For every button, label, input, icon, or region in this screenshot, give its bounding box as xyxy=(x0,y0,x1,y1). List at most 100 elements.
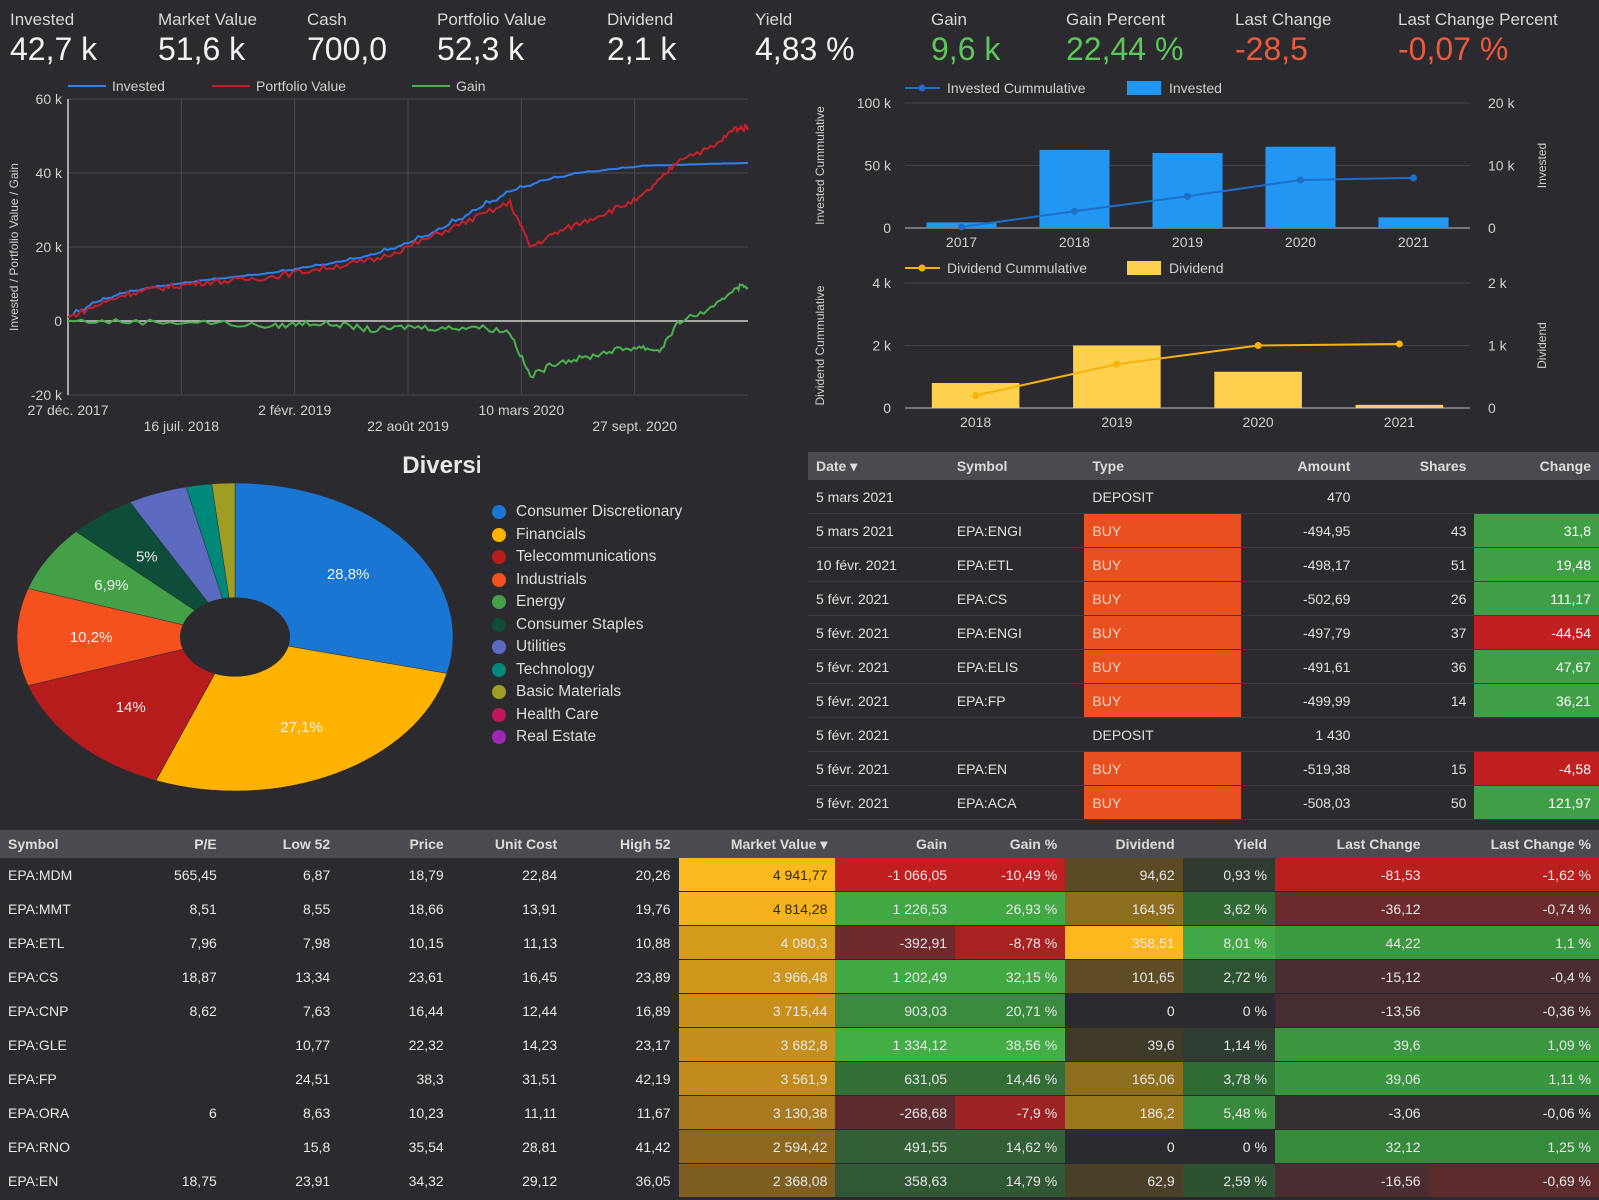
cell-amount: -508,03 xyxy=(1240,785,1359,820)
column-header-symbol[interactable]: Symbol xyxy=(948,452,1085,480)
table-row[interactable]: EPA:ETL 7,96 7,98 10,15 11,13 10,88 4 080,3 -39… xyxy=(0,925,1599,960)
table-row[interactable]: EPA:EN 18,75 23,91 34,32 29,12 36,05 2 368,08 3… xyxy=(0,1163,1599,1198)
column-header-lc[interactable]: Last Change xyxy=(1274,830,1429,858)
cell-change: 47,67 xyxy=(1474,649,1599,684)
column-header-type[interactable]: Type xyxy=(1084,452,1241,480)
column-header-amount[interactable]: Amount xyxy=(1240,452,1359,480)
pie-slice-label: 10,2% xyxy=(70,629,113,646)
invested-bar-chart: Invested Cummulative Invested 100 k 20 k 50 … xyxy=(810,78,1599,258)
table-row[interactable]: 5 févr. 2021 EPA:FP BUY -499,99 14 36,21 xyxy=(808,683,1599,718)
legend-item: Consumer Staples xyxy=(492,614,682,637)
kpi-value: -0,07 % xyxy=(1398,31,1509,67)
table-row[interactable]: EPA:MDM 565,45 6,87 18,79 22,84 20,26 4 941,77… xyxy=(0,858,1599,892)
cell-cost: 11,11 xyxy=(451,1095,566,1130)
column-header-gain[interactable]: Gain xyxy=(835,830,956,858)
cell-gainp: 14,46 % xyxy=(955,1061,1066,1096)
cell-low: 15,8 xyxy=(224,1129,339,1164)
column-header-pe[interactable]: P/E xyxy=(126,830,225,858)
pie-slice-label: 5% xyxy=(136,549,158,566)
cell-low: 13,34 xyxy=(224,959,339,994)
table-row[interactable]: EPA:CNP 8,62 7,63 16,44 12,44 16,89 3 715,44 90… xyxy=(0,993,1599,1028)
cell-gainp: 14,79 % xyxy=(955,1163,1066,1198)
table-row[interactable]: EPA:CS 18,87 13,34 23,61 16,45 23,89 3 966,48 1… xyxy=(0,959,1599,994)
cell-pe xyxy=(126,1129,225,1164)
cell-high: 42,19 xyxy=(565,1061,679,1096)
cell-lc: 39,06 xyxy=(1274,1061,1429,1096)
table-row[interactable]: 5 févr. 2021 EPA:EN BUY -519,38 15 -4,58 xyxy=(808,751,1599,786)
legend-label: Telecommunications xyxy=(516,548,657,566)
cell-pe: 18,87 xyxy=(126,959,225,994)
table-row[interactable]: 5 févr. 2021 EPA:ELIS BUY -491,61 36 47,67 xyxy=(808,649,1599,684)
cell-type: DEPOSIT xyxy=(1084,717,1241,752)
cell-gain: -268,68 xyxy=(835,1095,956,1130)
table-row[interactable]: 5 févr. 2021 DEPOSIT 1 430 xyxy=(808,717,1599,752)
pie-slice xyxy=(234,482,454,674)
table-row[interactable]: 5 févr. 2021 EPA:CS BUY -502,69 26 111,17 xyxy=(808,581,1599,616)
cell-symbol: EPA:CS xyxy=(948,581,1085,616)
column-header-price[interactable]: Price xyxy=(338,830,452,858)
table-row[interactable]: EPA:ORA 6 8,63 10,23 11,11 11,67 3 130,38 -268,… xyxy=(0,1095,1599,1130)
column-header-div[interactable]: Dividend xyxy=(1065,830,1183,858)
cell-symbol: EPA:ETL xyxy=(0,925,127,960)
line-point xyxy=(1395,340,1403,348)
cell-yield: 0,93 % xyxy=(1182,858,1275,892)
cell-shares: 15 xyxy=(1358,751,1475,786)
column-header-cost[interactable]: Unit Cost xyxy=(451,830,566,858)
cell-amount: 470 xyxy=(1240,480,1359,514)
x-tick-label: 2020 xyxy=(1285,234,1316,250)
transactions-table: Date ▾ Symbol Type Amount Shares Change 5 mar… xyxy=(808,452,1599,820)
legend-item: Real Estate xyxy=(492,726,682,749)
table-row[interactable]: 5 mars 2021 DEPOSIT 470 xyxy=(808,480,1599,514)
table-row[interactable]: EPA:GLE 10,77 22,32 14,23 23,17 3 682,8 1 334,… xyxy=(0,1027,1599,1062)
column-header-shares[interactable]: Shares xyxy=(1358,452,1475,480)
cell-type: BUY xyxy=(1084,785,1241,820)
legend-dot xyxy=(492,527,506,542)
cell-gainp: 14,62 % xyxy=(955,1129,1066,1164)
legend-label: Invested Cummulative xyxy=(947,80,1086,96)
cell-price: 10,23 xyxy=(338,1095,452,1130)
column-header-date[interactable]: Date ▾ xyxy=(808,452,949,480)
column-header-change[interactable]: Change xyxy=(1474,452,1599,480)
kpi-value: 2,1 k xyxy=(607,31,677,67)
kpi-label: Market Value xyxy=(158,10,257,29)
cell-type: BUY xyxy=(1084,649,1241,684)
column-header-gainp[interactable]: Gain % xyxy=(955,830,1066,858)
y-axis-label: Invested / Portfolio Value / Gain xyxy=(7,163,21,331)
y-tick-label: 0 xyxy=(883,400,891,416)
kpi-last-change-percent: Last Change Percent -0,07 % xyxy=(1398,10,1558,68)
cell-gain: 1 202,49 xyxy=(835,959,956,994)
kpi-value: 9,6 k xyxy=(931,31,1001,67)
legend-dot xyxy=(492,505,506,520)
holdings-table: Symbol P/E Low 52 Price Unit Cost High 52 Mark… xyxy=(0,830,1599,1198)
table-row[interactable]: 5 mars 2021 EPA:ENGI BUY -494,95 43 31,8 xyxy=(808,513,1599,548)
table-row[interactable]: 5 févr. 2021 EPA:ENGI BUY -497,79 37 -44,54 xyxy=(808,615,1599,650)
cell-date: 5 févr. 2021 xyxy=(808,581,949,616)
column-header-mv[interactable]: Market Value ▾ xyxy=(678,830,836,858)
series-line-portfolio-value xyxy=(67,122,749,319)
table-row[interactable]: EPA:RNO 15,8 35,54 28,81 41,42 2 594,42 491,55… xyxy=(0,1129,1599,1164)
column-header-high[interactable]: High 52 xyxy=(565,830,679,858)
legend-label: Real Estate xyxy=(516,728,597,746)
cell-change: 111,17 xyxy=(1474,581,1599,616)
cell-yield: 0 % xyxy=(1182,993,1275,1028)
cell-gain: 903,03 xyxy=(835,993,956,1028)
sort-down-icon[interactable]: ▾ xyxy=(816,835,828,852)
table-row[interactable]: 10 févr. 2021 EPA:ETL BUY -498,17 51 19,48 xyxy=(808,547,1599,582)
legend-dot xyxy=(492,707,506,722)
sort-down-icon[interactable]: ▾ xyxy=(846,457,858,474)
column-header-lcp[interactable]: Last Change % xyxy=(1428,830,1599,858)
cell-low: 23,91 xyxy=(224,1163,339,1198)
table-row[interactable]: 5 févr. 2021 EPA:ACA BUY -508,03 50 121,97 xyxy=(808,785,1599,820)
cell-pe: 6 xyxy=(126,1095,225,1130)
legend-item: Energy xyxy=(492,591,682,614)
column-header-low[interactable]: Low 52 xyxy=(224,830,339,858)
table-row[interactable]: EPA:FP 24,51 38,3 31,51 42,19 3 561,9 631,05 14… xyxy=(0,1061,1599,1096)
cell-cost: 31,51 xyxy=(451,1061,566,1096)
legend-item: Health Care xyxy=(492,704,682,727)
table-row[interactable]: EPA:MMT 8,51 8,55 18,66 13,91 19,76 4 814,28 1 … xyxy=(0,891,1599,926)
kpi-yield: Yield 4,83 % xyxy=(755,10,855,68)
cell-gainp: 20,71 % xyxy=(955,993,1066,1028)
pie-slice xyxy=(27,636,236,781)
column-header-symbol[interactable]: Symbol xyxy=(0,830,127,858)
column-header-yield[interactable]: Yield xyxy=(1182,830,1275,858)
